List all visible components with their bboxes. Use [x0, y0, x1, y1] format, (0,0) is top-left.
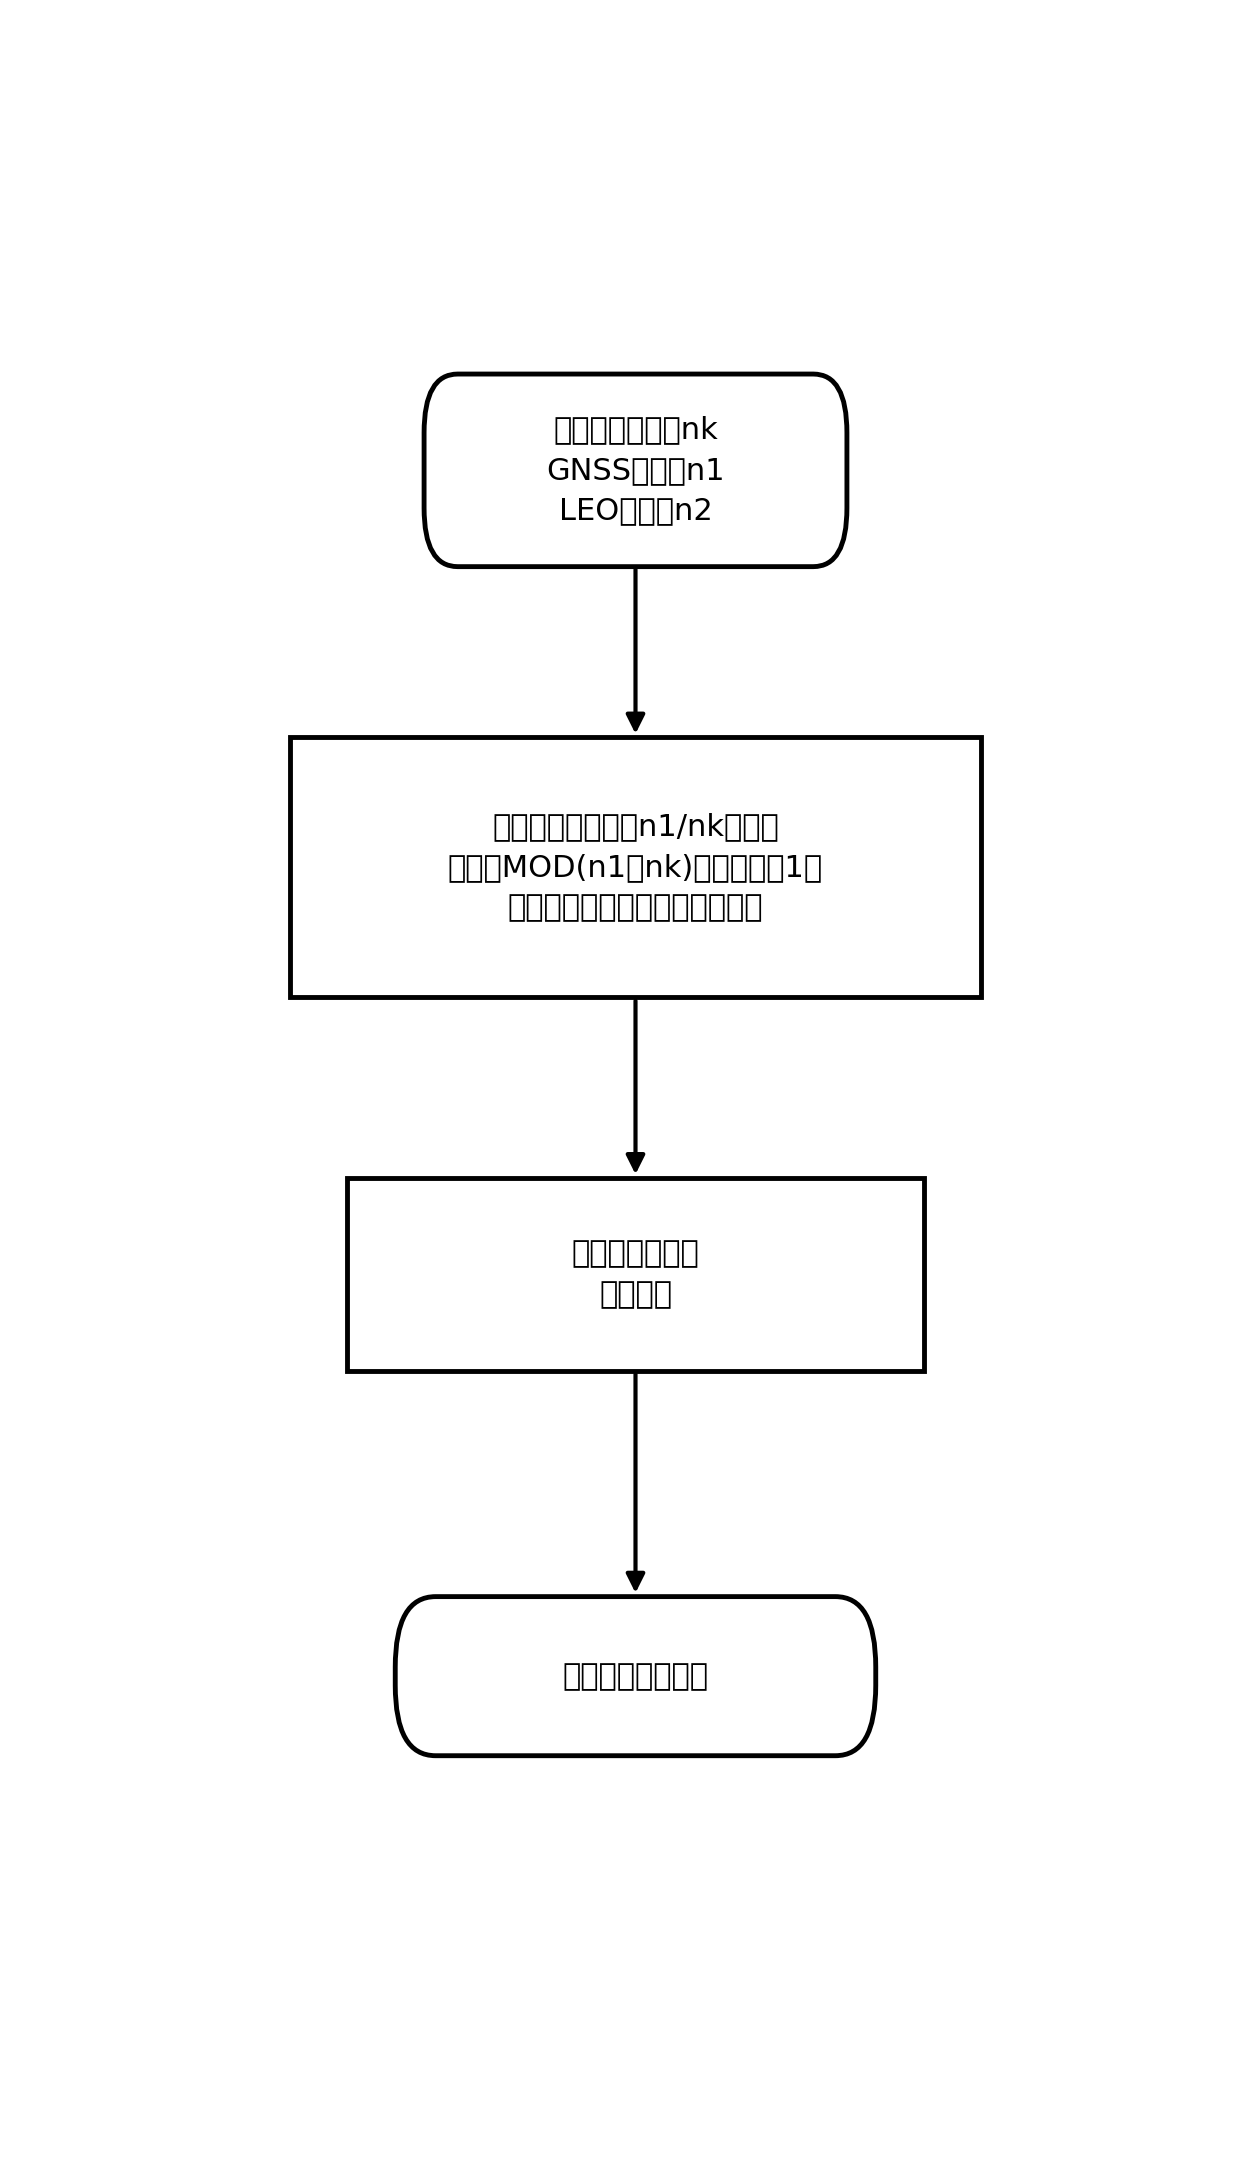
Text: 进入下一处理模块: 进入下一处理模块	[563, 1662, 708, 1690]
FancyBboxPatch shape	[424, 374, 847, 568]
FancyBboxPatch shape	[290, 737, 982, 996]
Text: 可用运算内核数nk
GNSS卫星数n1
LEO卫星数n2: 可用运算内核数nk GNSS卫星数n1 LEO卫星数n2	[546, 415, 725, 526]
Text: 第个计算内核分配n1/nk颗卫星
余下的MOD(n1，nk)颗卫星从第1个
运行内核开始依次分配掩星事件: 第个计算内核分配n1/nk颗卫星 余下的MOD(n1，nk)颗卫星从第1个 运行…	[448, 811, 823, 922]
Text: 写入分配信息表
（内存）: 写入分配信息表 （内存）	[572, 1240, 699, 1309]
FancyBboxPatch shape	[396, 1596, 875, 1755]
FancyBboxPatch shape	[347, 1179, 924, 1370]
